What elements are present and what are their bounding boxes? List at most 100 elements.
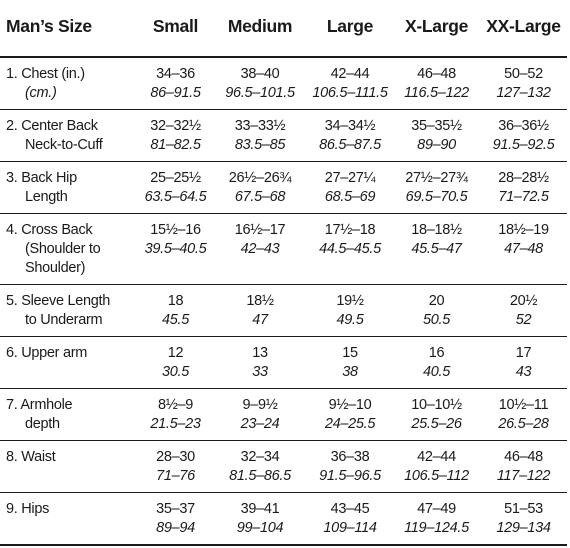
centimeters-value: 38: [342, 364, 358, 380]
centimeters-value: 47–48: [504, 241, 543, 257]
centimeters-value: 24–25.5: [324, 416, 376, 432]
measurement-label-line: 6. Upper arm: [6, 345, 88, 361]
header-large: Large: [307, 0, 393, 58]
table-row: 4. Cross Back (Shoulder to Shoulder) 15½–16…: [0, 213, 567, 285]
table-row: 7. Armhole depth 8½–9 21.5–23 9–9½ 23–24 9½–10…: [0, 388, 567, 441]
header-mans-size: Man’s Size: [0, 0, 138, 58]
header-row: Man’s Size Small Medium Large X-Large XX…: [0, 0, 567, 58]
centimeters-value: 71–76: [156, 468, 195, 484]
centimeters-value: 106.5–111.5: [312, 85, 388, 101]
centimeters-value: 91.5–92.5: [492, 137, 555, 153]
inches-value: 16½–17: [234, 222, 286, 238]
measurement-label-line: 7. Armhole: [6, 397, 73, 413]
centimeters-value: 109–114: [323, 520, 377, 536]
measurement-label-line: (Shoulder to: [25, 241, 101, 257]
size-cell-large: 15 38: [307, 336, 393, 389]
measurement-label-line: depth: [25, 416, 60, 432]
inches-value: 39–41: [240, 501, 280, 517]
size-cell-small: 35–37 89–94: [138, 492, 213, 546]
inches-value: 32–34: [240, 449, 280, 465]
centimeters-value: 42–43: [240, 241, 280, 257]
centimeters-value: 86–91.5: [150, 85, 201, 101]
inches-value: 15: [342, 345, 358, 361]
size-cell-xx-large: 50–52 127–132: [480, 57, 567, 110]
inches-value: 19½: [336, 293, 364, 309]
measurement-label: 9. Hips: [0, 492, 138, 546]
measurement-label-line: 5. Sleeve Length: [6, 293, 111, 309]
measurement-label: 2. Center Back Neck-to-Cuff: [0, 109, 138, 162]
size-cell-medium: 13 33: [213, 336, 307, 389]
table-row: 9. Hips 35–37 89–94 39–41 99–104 43–45 109–114…: [0, 492, 567, 546]
size-cell-medium: 26½–26¾ 67.5–68: [213, 161, 307, 214]
size-cell-small: 25–25½ 63.5–64.5: [138, 161, 213, 214]
inches-value: 46–48: [417, 66, 456, 82]
centimeters-value: 63.5–64.5: [144, 189, 207, 205]
size-cell-small: 12 30.5: [138, 336, 213, 389]
size-cell-small: 15½–16 39.5–40.5: [138, 213, 213, 285]
size-cell-large: 27–27¼ 68.5–69: [307, 161, 393, 214]
inches-value: 34–34½: [324, 118, 376, 134]
inches-value: 47–49: [417, 501, 456, 517]
header-medium: Medium: [213, 0, 307, 58]
centimeters-value: 81.5–86.5: [229, 468, 291, 484]
centimeters-value: 81–82.5: [150, 137, 201, 153]
inches-value: 18: [167, 293, 184, 309]
inches-value: 28–28½: [498, 170, 549, 186]
size-cell-x-large: 16 40.5: [393, 336, 480, 389]
size-cell-medium: 32–34 81.5–86.5: [213, 440, 307, 493]
size-cell-large: 9½–10 24–25.5: [307, 388, 393, 441]
measurement-label-line: 1. Chest (in.): [6, 66, 85, 82]
size-cell-xx-large: 36–36½ 91.5–92.5: [480, 109, 567, 162]
size-cell-xx-large: 18½–19 47–48: [480, 213, 567, 285]
size-cell-x-large: 18–18½ 45.5–47: [393, 213, 480, 285]
centimeters-value: 40.5: [422, 364, 451, 380]
centimeters-value: 43: [515, 364, 532, 380]
table-row: 5. Sleeve Length to Underarm 18 45.5 18½ 47 19…: [0, 284, 567, 337]
centimeters-value: 96.5–101.5: [225, 85, 295, 101]
centimeters-value: 127–132: [496, 85, 551, 101]
size-cell-medium: 39–41 99–104: [213, 492, 307, 546]
inches-value: 42–44: [330, 66, 370, 82]
centimeters-value: 23–24: [240, 416, 280, 432]
inches-value: 50–52: [504, 66, 543, 82]
inches-value: 17: [515, 345, 532, 361]
measurement-label-line: 2. Center Back: [6, 118, 98, 134]
size-cell-large: 36–38 91.5–96.5: [307, 440, 393, 493]
size-cell-xx-large: 20½ 52: [480, 284, 567, 337]
measurement-label: 1. Chest (in.) (cm.): [0, 57, 138, 110]
inches-value: 38–40: [240, 66, 280, 82]
size-cell-large: 42–44 106.5–111.5: [307, 57, 393, 110]
centimeters-value: 49.5: [336, 312, 364, 328]
measurement-label-line: 4. Cross Back: [6, 222, 93, 238]
measurement-label: 3. Back Hip Length: [0, 161, 138, 214]
size-cell-medium: 9–9½ 23–24: [213, 388, 307, 441]
centimeters-value: 52: [515, 312, 532, 328]
inches-value: 42–44: [417, 449, 456, 465]
measurement-label: 8. Waist: [0, 440, 138, 493]
size-cell-x-large: 10–10½ 25.5–26: [393, 388, 480, 441]
measurement-label-line: Shoulder): [25, 260, 86, 276]
centimeters-value: 25.5–26: [411, 416, 462, 432]
size-cell-x-large: 46–48 116.5–122: [393, 57, 480, 110]
inches-value: 34–36: [156, 66, 195, 82]
header-xx-large: XX-Large: [480, 0, 567, 58]
size-table-body: 1. Chest (in.) (cm.) 34–36 86–91.5 38–40 96.5…: [0, 57, 567, 546]
centimeters-value: 45.5: [161, 312, 190, 328]
size-cell-x-large: 35–35½ 89–90: [393, 109, 480, 162]
measurement-label-line: 9. Hips: [6, 501, 50, 517]
centimeters-value: 30.5: [161, 364, 190, 380]
measurement-label-line: 3. Back Hip: [6, 170, 77, 186]
inches-value: 18½: [246, 293, 274, 309]
inches-value: 15½–16: [150, 222, 201, 238]
inches-value: 18–18½: [411, 222, 462, 238]
measurement-label-line: to Underarm: [25, 312, 103, 328]
centimeters-value: 45.5–47: [411, 241, 462, 257]
centimeters-value: 26.5–28: [498, 416, 549, 432]
centimeters-value: 86.5–87.5: [319, 137, 381, 153]
centimeters-value: 106.5–112: [404, 468, 469, 484]
measurement-label: 4. Cross Back (Shoulder to Shoulder): [0, 213, 138, 285]
inches-value: 8½–9: [157, 397, 194, 413]
measurement-label-line: (cm.): [25, 85, 57, 101]
table-row: 1. Chest (in.) (cm.) 34–36 86–91.5 38–40 96.5…: [0, 57, 567, 110]
inches-value: 9–9½: [242, 397, 278, 413]
